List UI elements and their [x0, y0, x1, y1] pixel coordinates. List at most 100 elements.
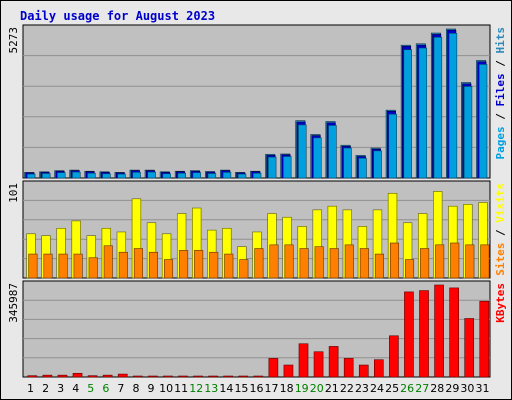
bar-sites-day-20	[314, 246, 324, 279]
x-tick-label-day-30: 30	[460, 382, 474, 395]
x-tick-label-day-4: 4	[72, 382, 79, 395]
bar-sites-day-19	[299, 248, 309, 279]
bar-sites-day-13	[209, 251, 219, 279]
y-max-label-visits-sites: 101	[7, 183, 20, 203]
bar-pages-day-20	[313, 137, 322, 179]
bar-kbytes-day-3	[57, 374, 68, 378]
legend-hits-files-pages: Pages / Files / Hits	[494, 27, 507, 160]
bar-kbytes-day-7	[117, 373, 128, 378]
bar-kbytes-day-6	[102, 374, 113, 378]
bar-kbytes-day-20	[313, 351, 324, 378]
bar-sites-day-3	[58, 253, 68, 279]
bar-sites-day-26	[405, 259, 415, 279]
bar-sites-day-27	[420, 248, 430, 279]
bar-kbytes-day-29	[449, 287, 459, 378]
bar-kbytes-day-25	[389, 335, 399, 378]
bar-sites-day-11	[179, 250, 189, 279]
bar-kbytes-day-18	[283, 364, 294, 378]
bar-pages-day-3	[57, 172, 66, 179]
bar-sites-day-1	[28, 253, 38, 279]
x-tick-label-day-3: 3	[57, 382, 64, 395]
bar-pages-day-27	[418, 47, 428, 179]
bar-sites-day-31	[480, 244, 490, 279]
x-tick-label-day-23: 23	[355, 382, 369, 395]
x-tick-label-day-27: 27	[415, 382, 429, 395]
bar-kbytes-day-21	[328, 346, 339, 378]
x-tick-label-day-17: 17	[265, 382, 279, 395]
x-axis-labels: 1 2 3 4 5 6 7 8 9 10 11 12 13 14 15 16 17 18 19 20 21 22 23 24 2…	[27, 382, 489, 395]
bar-kbytes-day-13	[208, 375, 218, 378]
y-max-label-kbytes: 345987	[7, 283, 20, 323]
x-tick-label-day-12: 12	[189, 382, 203, 395]
bar-sites-day-17	[269, 244, 279, 279]
bar-kbytes-day-26	[404, 291, 414, 378]
x-tick-label-day-14: 14	[219, 382, 233, 395]
bar-kbytes-day-1	[27, 375, 38, 378]
bar-kbytes-day-11	[178, 375, 188, 378]
bar-pages-day-23	[358, 157, 367, 179]
bar-kbytes-day-15	[238, 375, 249, 378]
x-tick-label-day-22: 22	[340, 382, 354, 395]
bar-pages-day-18	[283, 156, 292, 179]
x-tick-label-day-18: 18	[280, 382, 294, 395]
bar-pages-day-14	[222, 172, 232, 179]
legend-entry-files: Files	[494, 73, 507, 106]
bar-pages-day-13	[207, 173, 217, 179]
bar-sites-day-14	[224, 253, 234, 279]
legend-entry-kbytes: KBytes	[494, 283, 507, 323]
legend-separator: /	[494, 107, 507, 127]
legend-kbytes: KBytes	[494, 283, 507, 323]
legend-entry-hits: Hits	[494, 27, 507, 54]
bar-pages-day-31	[478, 64, 488, 179]
legend-entry-pages: Pages	[494, 126, 507, 159]
bar-kbytes-day-4	[72, 372, 83, 378]
bar-kbytes-day-23	[358, 364, 369, 378]
bar-kbytes-day-19	[298, 343, 309, 378]
x-tick-label-day-26: 26	[400, 382, 414, 395]
bar-sites-day-23	[359, 248, 369, 279]
bar-sites-day-16	[254, 248, 264, 279]
bar-sites-day-9	[148, 251, 158, 279]
bar-pages-day-24	[373, 150, 382, 179]
bar-pages-day-8	[132, 172, 141, 179]
legend-entry-visits: Visits	[494, 183, 507, 223]
bar-pages-day-5	[87, 172, 96, 179]
x-tick-label-day-24: 24	[370, 382, 384, 395]
bar-sites-day-22	[344, 244, 354, 279]
x-tick-label-day-2: 2	[42, 382, 49, 395]
x-tick-label-day-9: 9	[148, 382, 155, 395]
bar-kbytes-day-31	[479, 300, 490, 378]
x-tick-label-day-21: 21	[325, 382, 339, 395]
bar-sites-day-15	[239, 259, 249, 279]
panel-background-hits-files-pages	[22, 24, 491, 179]
bar-pages-day-17	[267, 156, 277, 179]
bar-sites-day-10	[164, 259, 174, 279]
bar-pages-day-26	[403, 49, 412, 179]
bar-kbytes-day-10	[163, 375, 173, 378]
bar-pages-day-11	[177, 172, 186, 179]
bar-pages-day-10	[162, 173, 171, 179]
bar-kbytes-day-24	[373, 359, 384, 378]
bar-kbytes-day-28	[434, 284, 444, 378]
x-tick-label-day-8: 8	[132, 382, 139, 395]
bar-pages-day-25	[388, 113, 397, 179]
legend-separator: /	[494, 54, 507, 74]
bar-pages-day-6	[102, 173, 111, 179]
bar-kbytes-day-17	[268, 358, 279, 378]
bar-sites-day-12	[194, 250, 204, 279]
bar-sites-day-2	[43, 253, 53, 279]
bar-pages-day-21	[328, 125, 337, 179]
x-tick-label-day-7: 7	[117, 382, 124, 395]
x-tick-label-day-1: 1	[27, 382, 34, 395]
x-tick-label-day-31: 31	[475, 382, 489, 395]
x-tick-label-day-16: 16	[250, 382, 264, 395]
bar-kbytes-day-14	[223, 375, 234, 378]
legend-separator: /	[494, 223, 507, 243]
chart-title: Daily usage for August 2023	[20, 9, 215, 23]
x-tick-label-day-5: 5	[87, 382, 94, 395]
bar-pages-day-15	[237, 173, 247, 179]
bar-sites-day-21	[329, 248, 339, 279]
bar-sites-day-25	[389, 242, 400, 279]
y-max-label-hits-files-pages: 5273	[7, 27, 20, 54]
